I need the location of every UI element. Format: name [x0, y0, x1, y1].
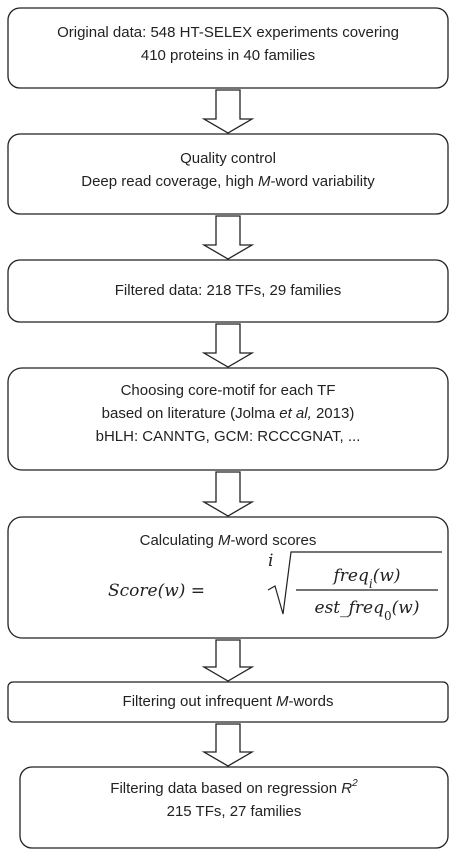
box-text: 215 TFs, 27 families: [167, 803, 302, 820]
flow-box: Quality control Deep read coverage, high …: [7, 133, 449, 215]
text-span: Calculating: [140, 532, 218, 549]
text-span: Choosing core-motif for each TF: [121, 382, 336, 399]
arrow: [201, 471, 255, 517]
arrow: [201, 215, 255, 260]
box-text: Original data: 548 HT-SELEX experiments …: [57, 24, 399, 41]
text-span: -word variability: [271, 173, 376, 190]
text-span: -words: [288, 693, 333, 710]
text-span: Filtering out infrequent: [123, 693, 276, 710]
box-outline: [7, 367, 449, 471]
arrow: [201, 323, 255, 368]
box-text: 410 proteins in 40 families: [141, 47, 315, 64]
formula-denominator: est_freq0(w): [315, 598, 420, 623]
flow-box: Filtering out infrequent M-words: [7, 681, 449, 723]
box-text: Filtered data: 218 TFs, 29 families: [115, 282, 342, 299]
text-span: Quality control: [180, 150, 276, 167]
text-span: bHLH: CANNTG, GCM: RCCCGNAT, ...: [96, 428, 361, 445]
formula-lhs: Score(w) =: [108, 581, 205, 601]
formula-index: i: [268, 551, 273, 571]
box-outline: [7, 259, 449, 323]
text-span: M: [258, 173, 271, 190]
box-outline: [7, 681, 449, 723]
box-outline: [7, 516, 449, 639]
text-span: M: [276, 693, 289, 710]
box-text: Filtering data based on regression R2: [110, 778, 358, 797]
box-text: Filtering out infrequent M-words: [123, 693, 334, 710]
formula-part: est_freq: [315, 598, 385, 618]
flow-box: Filtering data based on regression R2 215…: [19, 766, 449, 849]
flow-box: Filtered data: 218 TFs, 29 families: [7, 259, 449, 323]
formula-part: freq: [331, 566, 368, 586]
radical: [267, 551, 442, 615]
box-outline: [19, 766, 449, 849]
formula-subscript: i: [369, 577, 373, 591]
text-span: 2: [351, 778, 358, 789]
text-span: 2013): [312, 405, 355, 422]
text-span: 215 TFs, 27 families: [167, 803, 302, 820]
arrow: [201, 89, 255, 134]
formula-numerator: freqi(w): [331, 566, 400, 591]
text-span: Filtering data based on regression: [110, 780, 341, 797]
text-span: R: [341, 780, 352, 797]
text-span: Filtered data: 218 TFs, 29 families: [115, 282, 342, 299]
flow-box: Choosing core-motif for each TF based on …: [7, 367, 449, 471]
formula-subscript: 0: [384, 609, 392, 623]
text-span: et al,: [279, 405, 312, 422]
arrow: [201, 639, 255, 682]
text-span: -word scores: [231, 532, 317, 549]
text-span: M: [218, 532, 231, 549]
box-text: Quality control: [180, 150, 276, 167]
box-text: based on literature (Jolma et al, 2013): [102, 405, 355, 422]
text-span: Original data: 548 HT-SELEX experiments …: [57, 24, 399, 41]
formula-part: (w): [392, 598, 420, 618]
flow-box: Original data: 548 HT-SELEX experiments …: [7, 7, 449, 89]
formula-part: (w): [373, 566, 401, 586]
box-text: Deep read coverage, high M-word variabil…: [81, 173, 375, 190]
box-text: Calculating M-word scores: [140, 532, 317, 549]
box-text: Choosing core-motif for each TF: [121, 382, 336, 399]
arrow: [201, 723, 255, 767]
text-span: 410 proteins in 40 families: [141, 47, 315, 64]
box-text: bHLH: CANNTG, GCM: RCCCGNAT, ...: [96, 428, 361, 445]
box-outline: [7, 7, 449, 89]
text-span: based on literature (Jolma: [102, 405, 280, 422]
text-span: Deep read coverage, high: [81, 173, 258, 190]
box-outline: [7, 133, 449, 215]
